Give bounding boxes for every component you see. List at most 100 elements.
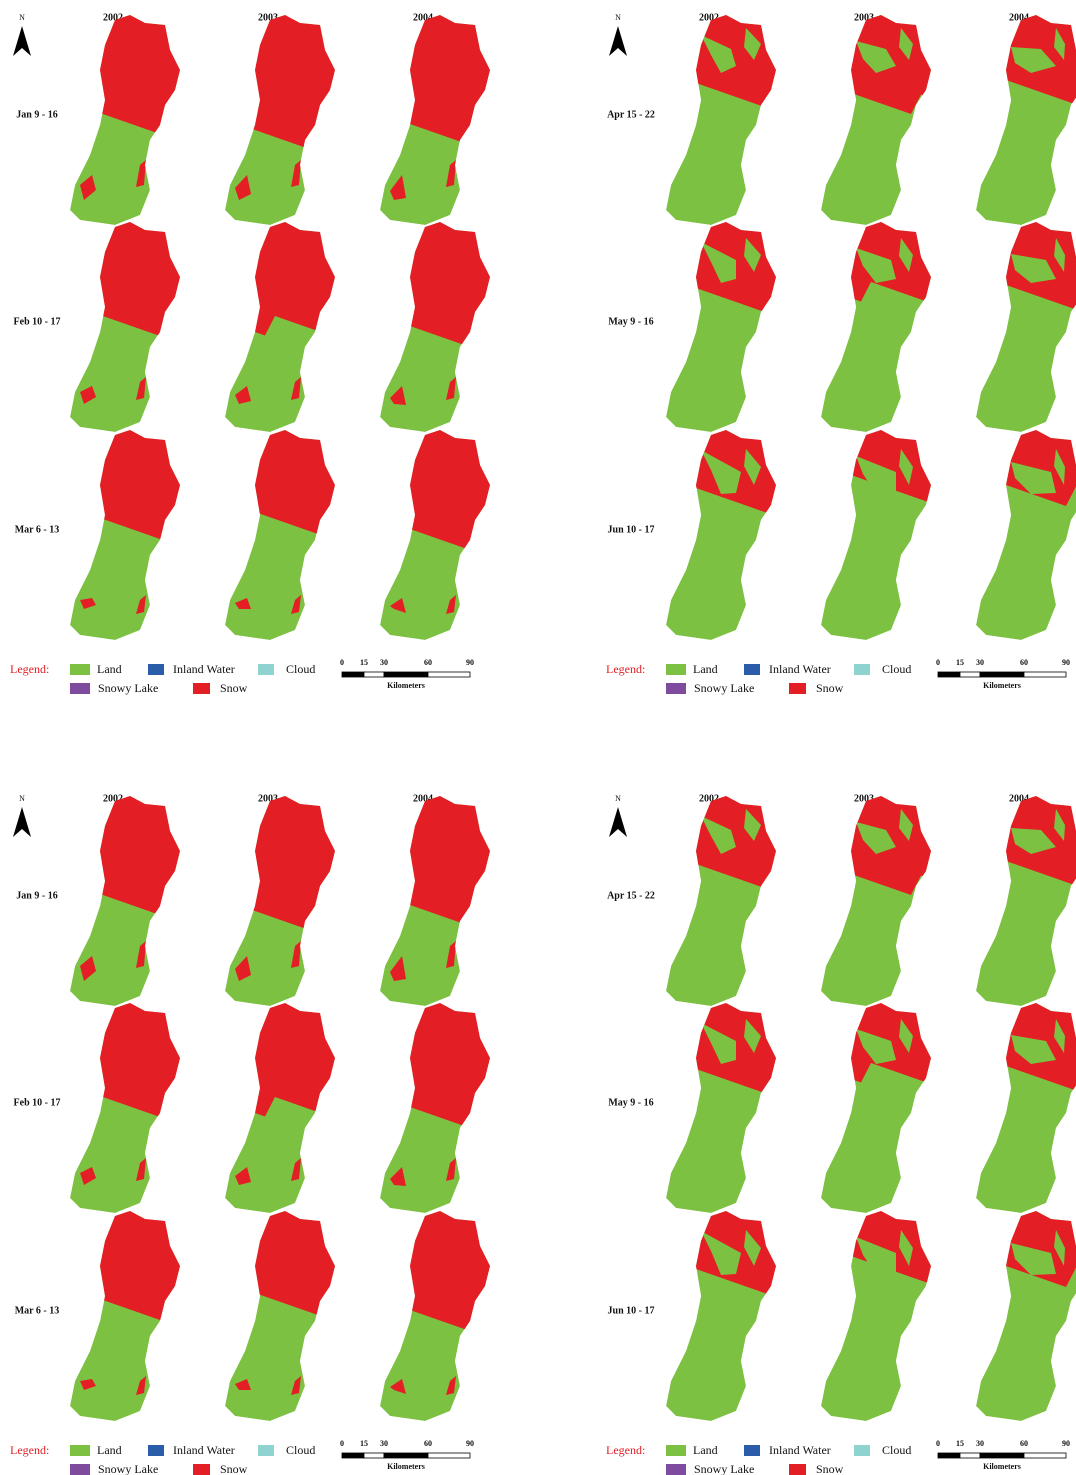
map [380, 796, 490, 1006]
map-clip [380, 1003, 490, 1213]
scale-tick-label: 15 [956, 1439, 964, 1448]
legend-swatch [70, 683, 90, 694]
legend-title: Legend: [606, 662, 645, 676]
scale-tick-label: 60 [1020, 658, 1028, 667]
map-clip [666, 796, 776, 1006]
legend-label: Snowy Lake [694, 1462, 754, 1475]
scale-unit: Kilometers [387, 1462, 425, 1471]
scale-tick-label: 30 [976, 658, 984, 667]
legend-label: Snow [816, 1462, 844, 1475]
legend-swatch [193, 1464, 210, 1475]
map [380, 1211, 490, 1421]
legend-label: Inland Water [173, 662, 235, 676]
legend-label: Snow [220, 681, 248, 695]
scale-segment [364, 1453, 384, 1458]
row-label: Jan 9 - 16 [16, 109, 57, 120]
legend-label: Land [97, 1443, 122, 1457]
scale-tick-label: 15 [360, 658, 368, 667]
legend-swatch [789, 1464, 806, 1475]
scale-segment [428, 1453, 470, 1458]
north-arrow [609, 26, 627, 56]
legend-label: Land [693, 662, 718, 676]
map-clip [976, 15, 1076, 225]
scale-unit: Kilometers [983, 1462, 1021, 1471]
map-clip [70, 15, 180, 225]
scale-tick-label: 15 [956, 658, 964, 667]
legend-label: Inland Water [173, 1443, 235, 1457]
map-clip [225, 222, 335, 432]
scale-segment [364, 672, 384, 677]
scale-segment [1024, 672, 1066, 677]
legend-swatch [854, 664, 870, 675]
legend-swatch [666, 1445, 686, 1456]
map-clip [821, 1211, 931, 1421]
scale-tick-label: 90 [466, 658, 474, 667]
north-label: N [19, 13, 25, 22]
scale-segment [960, 1453, 980, 1458]
scale-tick-label: 60 [424, 1439, 432, 1448]
scale-segment [428, 672, 470, 677]
legend-swatch [854, 1445, 870, 1456]
map [821, 430, 931, 640]
row-label: Feb 10 - 17 [14, 316, 61, 327]
map-clip [976, 430, 1076, 640]
row-label: Jun 10 - 17 [608, 1305, 655, 1316]
map-clip [380, 1211, 490, 1421]
scale-segment [960, 672, 980, 677]
legend-title: Legend: [10, 1443, 49, 1457]
scale-unit: Kilometers [983, 681, 1021, 690]
map-clip [70, 222, 180, 432]
map [666, 15, 776, 225]
scale-tick-label: 90 [1062, 658, 1070, 667]
scale-segment [384, 1453, 428, 1458]
map [225, 15, 335, 225]
legend-label: Snow [816, 681, 844, 695]
scale-segment [938, 672, 960, 677]
figure: N200220032004Jan 9 - 16Feb 10 - 17Mar 6 … [0, 0, 1076, 1475]
legend-title: Legend: [606, 1443, 645, 1457]
map-clip [666, 15, 776, 225]
scale-segment [980, 672, 1024, 677]
map-clip [821, 222, 931, 432]
map-clip [380, 430, 490, 640]
scale-tick-label: 0 [340, 658, 344, 667]
legend-title: Legend: [10, 662, 49, 676]
row-label: Apr 15 - 22 [607, 890, 655, 901]
map [225, 1003, 335, 1213]
row-label: Feb 10 - 17 [14, 1097, 61, 1108]
map-clip [976, 796, 1076, 1006]
legend-swatch [148, 1445, 164, 1456]
legend-label: Land [97, 662, 122, 676]
row-label: Mar 6 - 13 [15, 524, 60, 535]
map-clip [666, 1211, 776, 1421]
map-clip [666, 222, 776, 432]
legend-label: Inland Water [769, 1443, 831, 1457]
map [225, 430, 335, 640]
scale-tick-label: 90 [1062, 1439, 1070, 1448]
row-label: Jan 9 - 16 [16, 890, 57, 901]
north-label: N [615, 794, 621, 803]
map [821, 222, 931, 432]
map [821, 1003, 931, 1213]
legend-label: Snowy Lake [98, 1462, 158, 1475]
legend-label: Cloud [286, 662, 315, 676]
legend-swatch [258, 664, 274, 675]
legend-swatch [70, 1464, 90, 1475]
legend-swatch [193, 683, 210, 694]
map-clip [821, 430, 931, 640]
legend-swatch [744, 1445, 760, 1456]
map [380, 15, 490, 225]
map-clip [70, 1211, 180, 1421]
scale-tick-label: 0 [936, 1439, 940, 1448]
scale-tick-label: 60 [1020, 1439, 1028, 1448]
legend-label: Snowy Lake [98, 681, 158, 695]
legend-label: Snow [220, 1462, 248, 1475]
legend-swatch [666, 664, 686, 675]
legend-label: Cloud [882, 662, 911, 676]
map-clip [821, 15, 931, 225]
map [380, 430, 490, 640]
scale-segment [384, 672, 428, 677]
